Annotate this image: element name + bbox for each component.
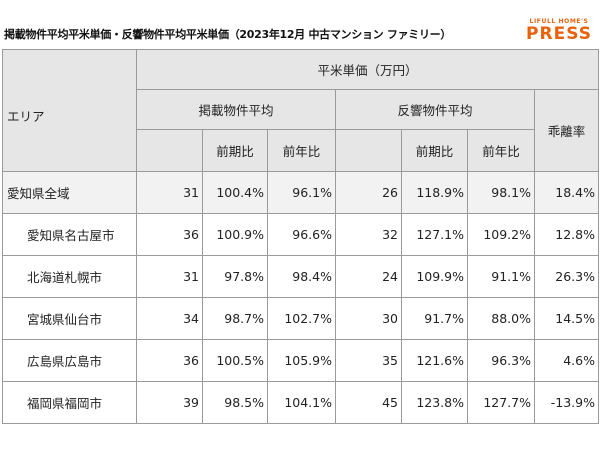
response-price-cell: 24 [335,255,402,298]
listing-qoq-cell: 100.9% [202,213,268,256]
response-price-cell: 30 [335,297,402,340]
response-yoy-cell: 127.7% [467,381,535,424]
response-qoq-cell: 123.8% [401,381,468,424]
table-row: 愛知県全域 31 100.4% 96.1% 26 118.9% 98.1% 18… [2,171,599,214]
listing-qoq-cell: 100.4% [202,171,268,214]
listing-avg-header: 掲載物件平均 [136,89,336,130]
response-blank-header [335,129,402,172]
response-yoy-cell: 98.1% [467,171,535,214]
response-price-cell: 26 [335,171,402,214]
listing-yoy-header: 前年比 [267,129,336,172]
response-yoy-cell: 91.1% [467,255,535,298]
unit-header: 平米単価（万円） [136,49,599,90]
response-yoy-header: 前年比 [467,129,535,172]
gap-rate-header: 乖離率 [534,89,599,172]
gap-rate-cell: -13.9% [534,381,599,424]
area-cell: 北海道札幌市 [2,255,137,298]
listing-blank-header [136,129,203,172]
gap-rate-cell: 4.6% [534,339,599,382]
response-yoy-cell: 88.0% [467,297,535,340]
response-yoy-cell: 109.2% [467,213,535,256]
table-row: 広島県広島市 36 100.5% 105.9% 35 121.6% 96.3% … [2,339,599,382]
response-qoq-cell: 109.9% [401,255,468,298]
area-cell: 愛知県全域 [2,171,137,214]
area-cell: 福岡県福岡市 [2,381,137,424]
gap-rate-cell: 12.8% [534,213,599,256]
listing-qoq-cell: 98.7% [202,297,268,340]
listing-yoy-cell: 105.9% [267,339,336,382]
response-price-cell: 32 [335,213,402,256]
response-qoq-cell: 127.1% [401,213,468,256]
logo-top-text: LIFULL HOME'S [529,18,589,25]
table-title: 掲載物件平均平米単価・反響物件平均平米単価（2023年12月 中古マンション フ… [4,28,452,41]
table-row: 北海道札幌市 31 97.8% 98.4% 24 109.9% 91.1% 26… [2,255,599,298]
listing-qoq-cell: 98.5% [202,381,268,424]
listing-qoq-cell: 100.5% [202,339,268,382]
listing-yoy-cell: 96.6% [267,213,336,256]
listing-qoq-header: 前期比 [202,129,268,172]
gap-rate-cell: 18.4% [534,171,599,214]
listing-price-cell: 36 [136,213,203,256]
area-header: エリア [2,49,137,172]
area-cell: 広島県広島市 [2,339,137,382]
response-qoq-cell: 121.6% [401,339,468,382]
listing-yoy-cell: 96.1% [267,171,336,214]
response-price-cell: 35 [335,339,402,382]
response-qoq-cell: 91.7% [401,297,468,340]
response-price-cell: 45 [335,381,402,424]
response-yoy-cell: 96.3% [467,339,535,382]
area-cell: 宮城県仙台市 [2,297,137,340]
listing-yoy-cell: 98.4% [267,255,336,298]
response-qoq-cell: 118.9% [401,171,468,214]
listing-price-cell: 36 [136,339,203,382]
listing-yoy-cell: 104.1% [267,381,336,424]
response-avg-header: 反響物件平均 [335,89,535,130]
gap-rate-cell: 14.5% [534,297,599,340]
logo-main-text: PRESS [526,24,592,44]
lifull-homes-press-logo: LIFULL HOME'S PRESS [522,18,596,43]
listing-price-cell: 31 [136,255,203,298]
response-qoq-header: 前期比 [401,129,468,172]
listing-qoq-cell: 97.8% [202,255,268,298]
table-row: 福岡県福岡市 39 98.5% 104.1% 45 123.8% 127.7% … [2,381,599,424]
listing-price-cell: 39 [136,381,203,424]
table-row: 宮城県仙台市 34 98.7% 102.7% 30 91.7% 88.0% 14… [2,297,599,340]
gap-rate-cell: 26.3% [534,255,599,298]
price-table: エリア 平米単価（万円） 掲載物件平均 反響物件平均 乖離率 前期比 前年比 前… [2,49,599,424]
area-cell: 愛知県名古屋市 [2,213,137,256]
listing-yoy-cell: 102.7% [267,297,336,340]
listing-price-cell: 34 [136,297,203,340]
listing-price-cell: 31 [136,171,203,214]
table-row: 愛知県名古屋市 36 100.9% 96.6% 32 127.1% 109.2%… [2,213,599,256]
